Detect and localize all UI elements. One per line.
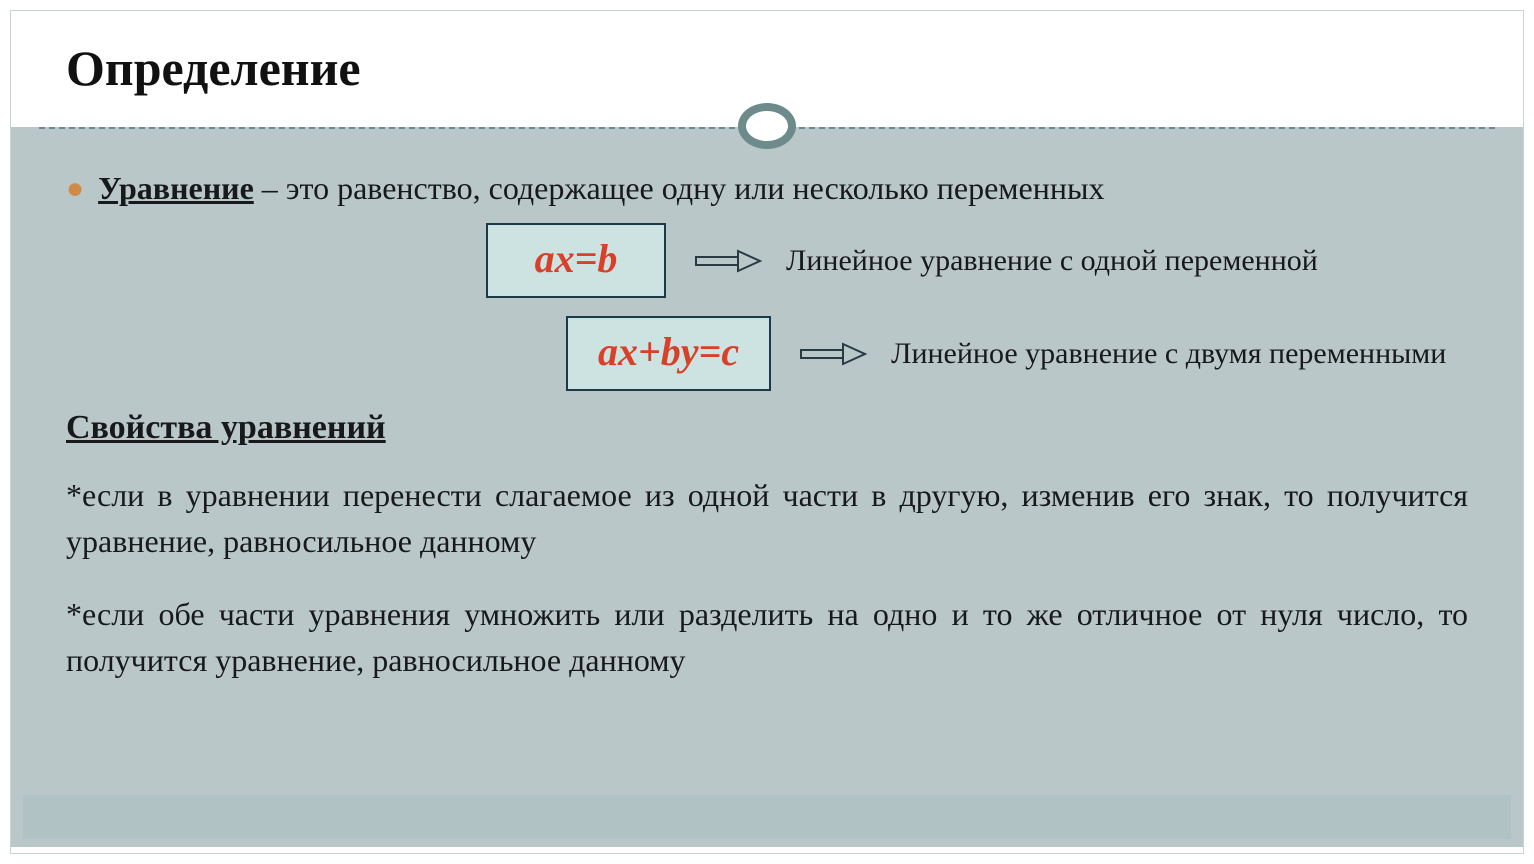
definition-row: ● Уравнение – это равенство, содержащее …: [66, 165, 1468, 211]
highlight-bar: [23, 795, 1511, 839]
arrow-icon: [799, 340, 869, 368]
properties-heading: Свойства уравнений: [66, 409, 1468, 447]
bullet-icon: ●: [66, 169, 84, 208]
equation-row-1: ax=b Линейное уравнение с одной переменн…: [66, 223, 1468, 298]
definition-text: Уравнение – это равенство, содержащее од…: [98, 165, 1468, 211]
definition-rest: – это равенство, содержащее одну или нес…: [254, 170, 1105, 206]
slide-frame: Определение ● Уравнение – это равенство,…: [10, 10, 1524, 854]
equation-box-1: ax=b: [486, 223, 666, 298]
equation-label-2: Линейное уравнение с двумя переменными: [891, 334, 1446, 373]
property-2: *если обе части уравнения умножить или р…: [66, 592, 1468, 683]
equation-label-1: Линейное уравнение с одной переменной: [786, 241, 1318, 280]
ring-icon: [738, 103, 796, 149]
arrow-icon: [694, 247, 764, 275]
equation-box-2: ax+by=c: [566, 316, 771, 391]
definition-term: Уравнение: [98, 170, 254, 206]
equation-row-2: ax+by=c Линейное уравнение с двумя перем…: [66, 316, 1468, 391]
equation-rows: ax=b Линейное уравнение с одной переменн…: [66, 223, 1468, 391]
slide-title: Определение: [66, 39, 1468, 97]
content-area: ● Уравнение – это равенство, содержащее …: [11, 127, 1523, 847]
property-1: *если в уравнении перенести слагаемое из…: [66, 473, 1468, 564]
